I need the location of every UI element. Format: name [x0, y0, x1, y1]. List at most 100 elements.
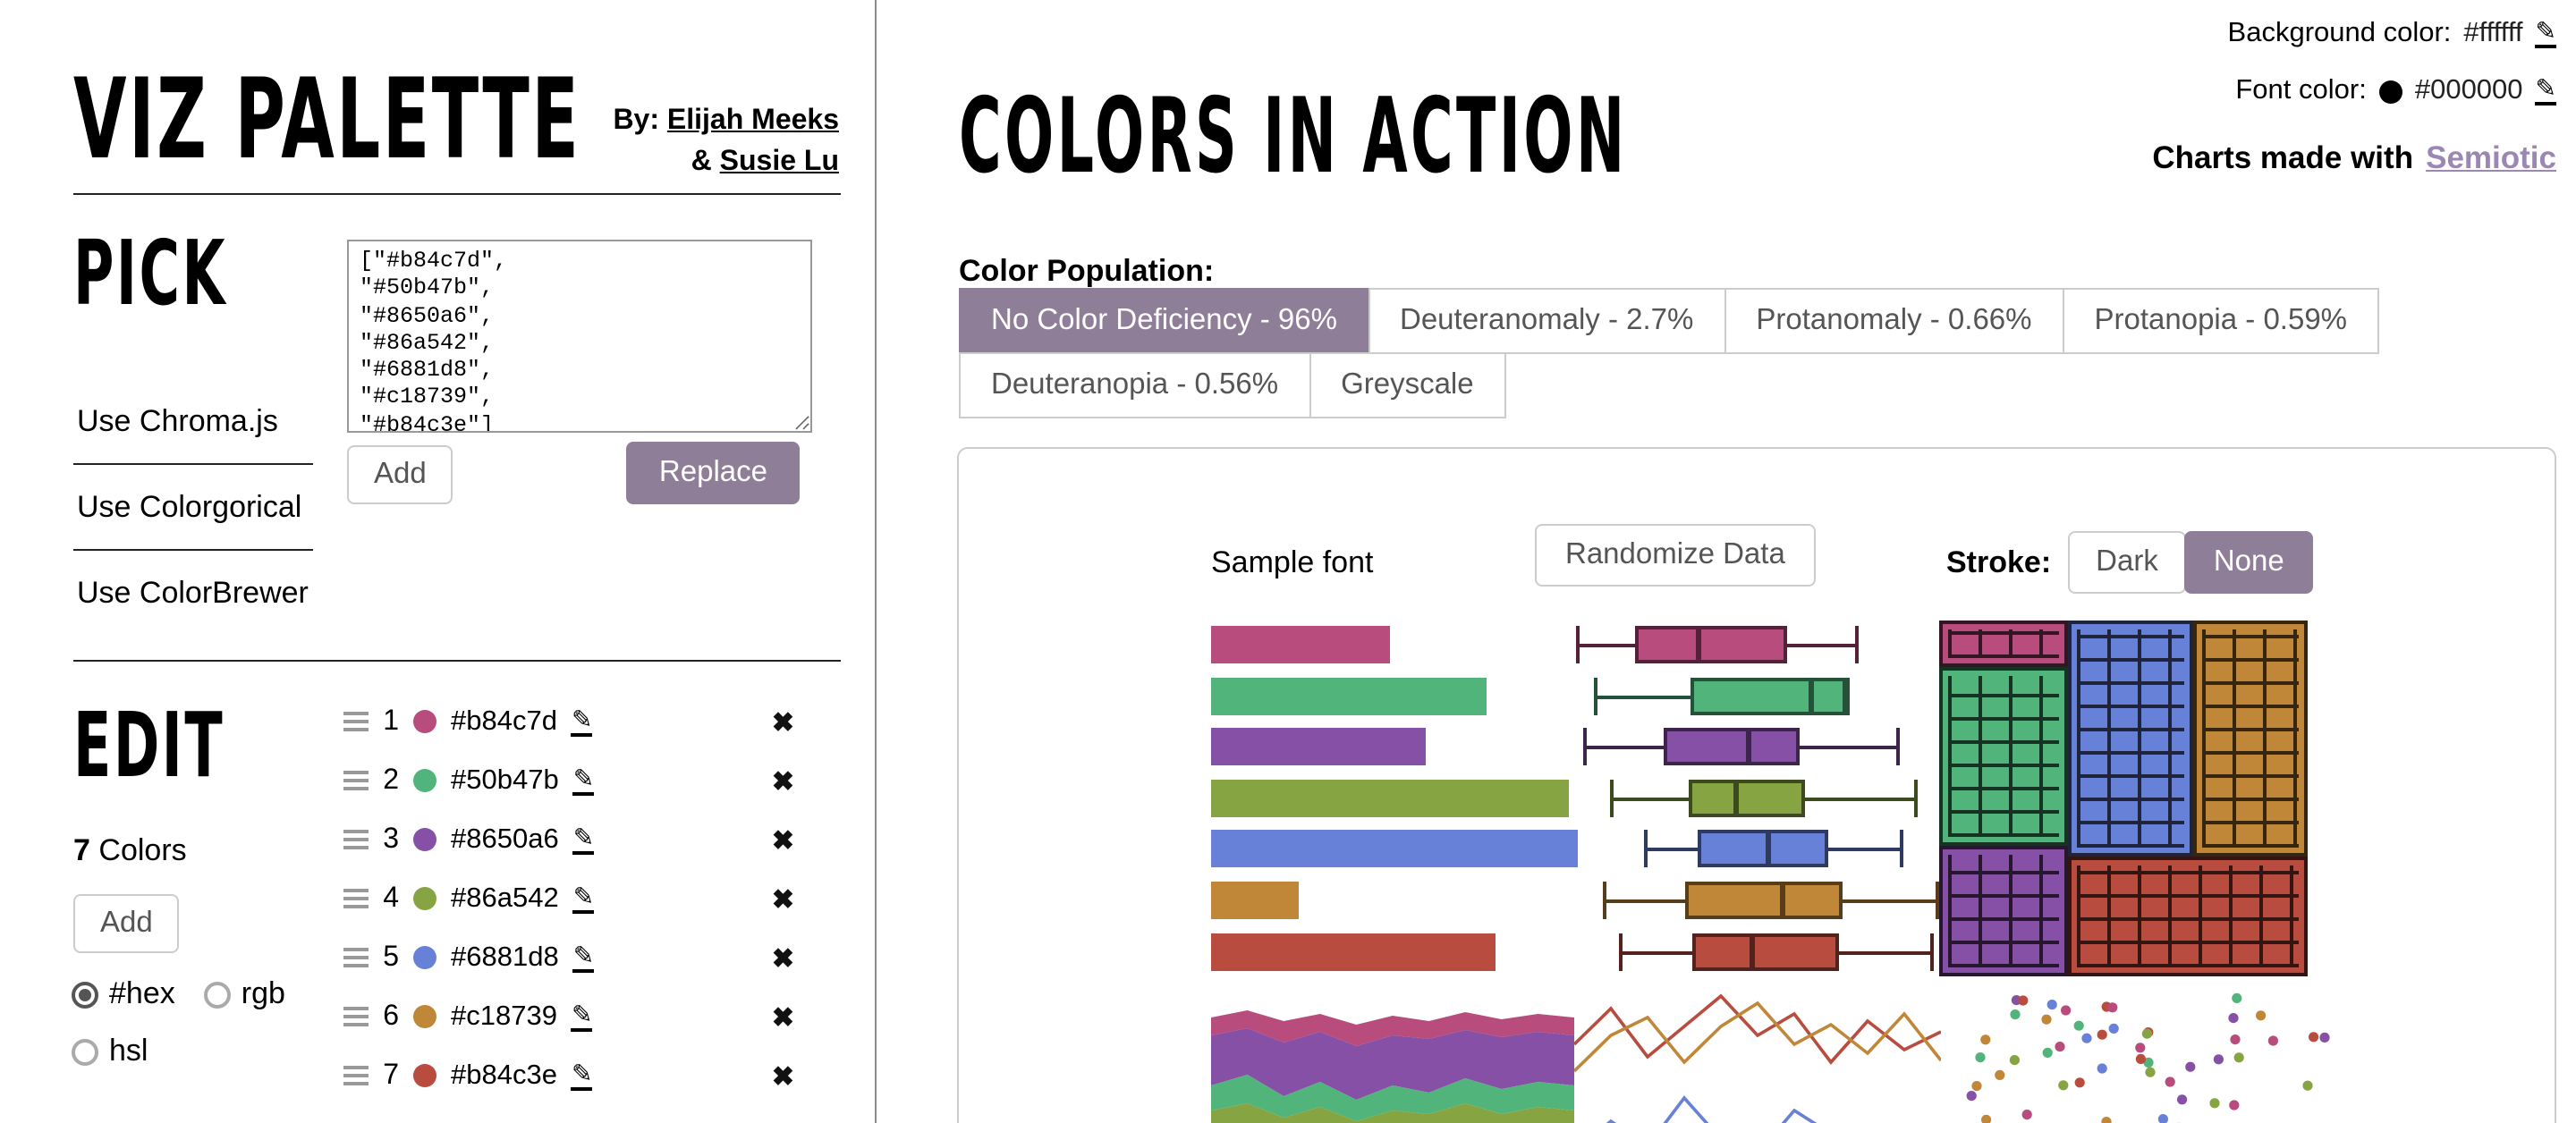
palette-input[interactable]: ["#b84c7d", "#50b47b", "#8650a6", "#86a5… — [347, 240, 812, 433]
line-series — [1574, 993, 1941, 1065]
main-area: Background color: #ffffff ✎ Font color: … — [877, 0, 2576, 1123]
scatter-point — [2157, 1114, 2168, 1123]
scatter-point — [2073, 1020, 2084, 1031]
background-color-label: Background color: — [2227, 18, 2452, 48]
color-mode-label: hsl — [109, 1034, 148, 1068]
streamgraph-chart — [1211, 1010, 1574, 1123]
delete-color-icon[interactable]: ✖ — [771, 766, 794, 797]
boxplot-cap-min — [1644, 830, 1648, 867]
tab-deuteranopia-0-56[interactable]: Deuteranopia - 0.56% — [959, 352, 1311, 418]
color-hex-value: #c18739 — [451, 1001, 557, 1031]
author-link-susie-lu[interactable]: Susie Lu — [719, 147, 839, 178]
treemap-region — [1939, 846, 2068, 976]
delete-color-icon[interactable]: ✖ — [771, 884, 794, 915]
bar-mark — [1211, 830, 1578, 867]
boxplot-median — [1766, 830, 1770, 867]
scatter-point — [2081, 1033, 2092, 1043]
line-chart — [1574, 993, 1941, 1123]
replace-palette-button[interactable]: Replace — [626, 442, 800, 504]
scatter-point — [2018, 995, 2029, 1006]
scatter-point — [2232, 992, 2242, 1003]
color-swatch — [413, 1064, 436, 1087]
color-mode-hsl[interactable]: hsl — [72, 1034, 148, 1069]
delete-color-icon[interactable]: ✖ — [771, 1061, 794, 1092]
boxplot-box — [1664, 728, 1800, 765]
line-series — [1606, 1095, 1905, 1123]
stroke-dark-button[interactable]: Dark — [2067, 531, 2187, 594]
delete-color-icon[interactable]: ✖ — [771, 707, 794, 738]
color-hex-value: #6881d8 — [451, 941, 559, 972]
scatter-point — [1995, 1069, 2005, 1080]
boxplot-cap-min — [1594, 678, 1597, 715]
byline-prefix: By: — [613, 106, 659, 136]
drag-handle-icon[interactable] — [343, 830, 369, 849]
color-mode-radios: #hex rgb hsl — [72, 976, 367, 1091]
scatter-point — [2074, 1077, 2085, 1088]
tab-protanopia-0-59[interactable]: Protanopia - 0.59% — [2062, 288, 2380, 354]
library-link-use-colorbrewer[interactable]: Use ColorBrewer — [77, 576, 309, 610]
edit-color-icon[interactable]: ✎ — [572, 941, 595, 972]
drag-handle-icon[interactable] — [343, 1066, 369, 1085]
color-mode-label: #hex — [109, 976, 175, 1010]
add-palette-button[interactable]: Add — [347, 445, 453, 504]
scatter-point — [2135, 1053, 2146, 1064]
author-link-elijah-meeks[interactable]: Elijah Meeks — [666, 106, 839, 136]
edit-color-icon[interactable]: ✎ — [571, 1001, 593, 1031]
color-mode-hex[interactable]: #hex — [72, 976, 175, 1012]
tab-protanomaly-0-66[interactable]: Protanomaly - 0.66% — [1724, 288, 2064, 354]
randomize-data-button[interactable]: Randomize Data — [1535, 524, 1816, 587]
bar-mark — [1211, 882, 1299, 919]
edit-color-icon[interactable]: ✎ — [571, 705, 593, 736]
color-swatch — [413, 1005, 436, 1028]
color-swatch — [413, 828, 436, 851]
delete-color-icon[interactable]: ✖ — [771, 1002, 794, 1033]
edit-color-icon[interactable]: ✎ — [571, 1060, 593, 1090]
edit-color-icon[interactable]: ✎ — [572, 764, 595, 795]
drag-handle-icon[interactable] — [343, 712, 369, 731]
boxplot-median — [1696, 626, 1700, 663]
sidebar-divider — [73, 193, 841, 195]
edit-color-icon[interactable]: ✎ — [572, 823, 595, 854]
color-list: 1 #b84c7d ✎ ✖ 2 #50b47b ✎ ✖ 3 #8650a6 ✎ ✖ 4 #86a542 ✎ ✖… — [343, 692, 823, 1105]
main-heading-text: COLORS IN ACTION — [959, 75, 1628, 197]
edit-background-color-icon[interactable]: ✎ — [2535, 18, 2556, 48]
tabs-row-1: No Color Deficiency - 96% Deuteranomaly -… — [959, 288, 2533, 354]
drag-handle-icon[interactable] — [343, 771, 369, 790]
drag-handle-icon[interactable] — [343, 948, 369, 967]
scatter-point — [2233, 1052, 2244, 1063]
scatter-chart — [1966, 992, 2330, 1123]
library-link-use-colorgorical[interactable]: Use Colorgorical — [73, 465, 313, 551]
color-swatch — [413, 946, 436, 969]
byline: By: Elijah Meeks & Susie Lu — [613, 100, 839, 183]
scatter-point — [2107, 1002, 2118, 1013]
edit-color-icon[interactable]: ✎ — [572, 882, 595, 913]
treemap-region — [2068, 621, 2193, 857]
boxplot-cap-max — [1855, 626, 1859, 663]
background-color-setting: Background color: #ffffff ✎ — [2152, 18, 2556, 50]
edit-heading: EDIT — [73, 694, 318, 798]
color-count-number: 7 — [73, 833, 90, 867]
boxplot-cap-min — [1603, 882, 1606, 919]
drag-handle-icon[interactable] — [343, 1007, 369, 1026]
drag-handle-icon[interactable] — [343, 889, 369, 908]
scatter-point — [2097, 1063, 2107, 1074]
delete-color-icon[interactable]: ✖ — [771, 825, 794, 856]
delete-color-icon[interactable]: ✖ — [771, 943, 794, 974]
tab-no-color-deficiency-96[interactable]: No Color Deficiency - 96% — [959, 288, 1369, 354]
treemap-region — [2068, 857, 2308, 976]
add-color-button[interactable]: Add — [73, 894, 180, 953]
color-mode-rgb[interactable]: rgb — [203, 976, 285, 1012]
scatter-point — [2165, 1077, 2175, 1087]
stroke-none-button[interactable]: None — [2184, 531, 2313, 594]
color-index: 5 — [383, 941, 399, 972]
tab-deuteranomaly-2-7[interactable]: Deuteranomaly - 2.7% — [1368, 288, 1726, 354]
color-index: 7 — [383, 1060, 399, 1090]
tab-greyscale[interactable]: Greyscale — [1309, 352, 1506, 418]
stroke-label: Stroke: — [1946, 545, 2052, 578]
edit-font-color-icon[interactable]: ✎ — [2535, 75, 2556, 106]
scatter-point — [2230, 1034, 2241, 1045]
semiotic-credit: Charts made with Semiotic — [2152, 139, 2556, 177]
library-link-use-chroma-js[interactable]: Use Chroma.js — [73, 379, 313, 465]
semiotic-link[interactable]: Semiotic — [2426, 139, 2556, 175]
